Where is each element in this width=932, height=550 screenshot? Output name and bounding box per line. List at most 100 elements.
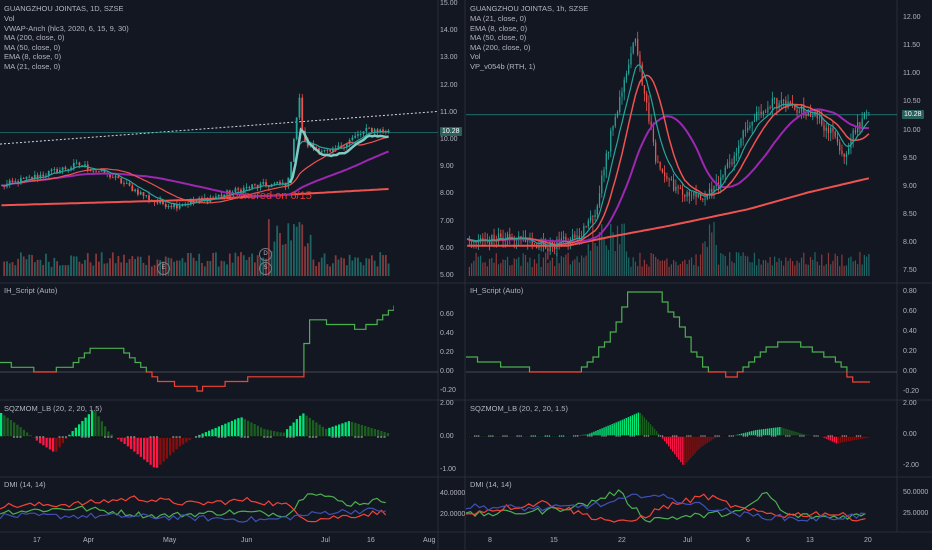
right-sqz-bar <box>712 436 714 440</box>
left-volume-bar <box>368 258 370 276</box>
right-volume-bar <box>479 255 482 276</box>
right-sqz-dot <box>478 435 480 437</box>
right-volume-bar <box>839 266 841 276</box>
right-sqz-dot <box>718 435 720 437</box>
left-candle <box>215 196 217 198</box>
left-volume-bar <box>251 253 253 276</box>
left-sqz-dot <box>182 436 184 438</box>
right-volume-bar <box>549 260 551 276</box>
right-volume-bar <box>708 224 711 276</box>
left-volume-bar <box>33 262 36 276</box>
right-candle <box>587 220 589 227</box>
right-sqz-dot <box>512 435 514 437</box>
right-sqz-dot <box>835 435 837 437</box>
left-volume-bar <box>362 265 365 276</box>
left-volume-bar <box>220 260 223 276</box>
right-dmi-tick: 25.0000 <box>903 510 929 517</box>
left-sqz-bar <box>331 426 334 437</box>
right-volume-bar <box>850 256 852 276</box>
left-candle <box>31 176 33 179</box>
left-chart-title: GUANGZHOU JOINTAS, 1D, SZSE <box>4 4 124 13</box>
right-sqz-dot <box>762 435 765 437</box>
left-sqz-dot <box>22 436 25 438</box>
right-sqz-bar <box>803 434 805 436</box>
left-volume-bar <box>22 256 25 276</box>
right-indicator-legend: MA (21, close, 0) <box>470 14 527 23</box>
left-sqz-dot <box>110 436 113 438</box>
left-volume-bar <box>223 261 226 276</box>
right-sqz-dot <box>472 435 474 437</box>
right-sqz-bar <box>680 436 682 463</box>
right-volume-bar <box>502 259 504 276</box>
right-sqz-dot <box>859 435 862 437</box>
left-price-tick: 10.00 <box>440 136 458 143</box>
left-candle <box>223 194 226 197</box>
right-sqz-dot <box>823 435 825 437</box>
right-candle <box>720 177 722 188</box>
right-candle <box>648 102 650 122</box>
left-candle <box>33 174 36 179</box>
right-sqz-bar <box>710 436 712 441</box>
right-candle <box>704 198 706 200</box>
left-ih-label: IH_Script (Auto) <box>4 286 58 295</box>
right-volume-bar <box>773 256 776 276</box>
right-volume-bar <box>628 257 630 276</box>
left-volume-bar <box>50 266 53 276</box>
left-volume-bar <box>281 244 284 276</box>
left-candle <box>59 170 61 174</box>
left-volume-bar <box>320 257 323 276</box>
left-sqz-label: SQZMOM_LB (20, 2, 20, 1.5) <box>4 404 102 413</box>
right-volume-bar <box>675 261 677 276</box>
left-sqz-dot <box>360 436 363 438</box>
left-indicator-legend: Vol <box>4 14 15 23</box>
right-volume-bar <box>664 260 666 276</box>
right-sqz-dot <box>724 435 726 437</box>
right-volume-bar <box>556 253 558 276</box>
right-sqz-bar <box>795 431 797 436</box>
left-sqz-bar <box>250 422 253 437</box>
left-sqz-bar <box>0 413 3 437</box>
left-candle <box>100 169 103 172</box>
left-volume-bar <box>17 258 19 276</box>
right-sqz-tick: -2.00 <box>903 462 919 469</box>
left-volume-bar <box>184 262 187 276</box>
right-sqz-dot <box>651 435 654 437</box>
right-volume-bar <box>803 252 805 276</box>
right-sqz-bar <box>799 433 801 436</box>
left-sqz-bar <box>146 437 149 463</box>
right-sqz-bar <box>672 436 674 452</box>
right-candle <box>632 42 634 54</box>
left-candle <box>47 170 50 176</box>
right-sqz-dot <box>490 435 492 437</box>
left-ih-tick: 0.00 <box>440 368 454 375</box>
left-sqz-bar <box>97 416 100 437</box>
left-sqz-dot <box>253 436 256 438</box>
right-sqz-dot <box>540 435 542 437</box>
left-sqz-dot <box>78 436 80 438</box>
right-sqz-dot <box>690 435 692 437</box>
right-sqz-dot <box>785 435 787 437</box>
left-sqz-bar <box>266 429 269 437</box>
left-sqz-bar <box>188 437 191 441</box>
right-sqz-bar <box>771 428 773 436</box>
left-candle <box>357 134 359 136</box>
left-candle <box>279 181 281 184</box>
right-volume-bar <box>536 263 538 276</box>
left-candle <box>251 184 253 188</box>
left-time-tick: Jul <box>321 537 330 544</box>
left-candle <box>148 195 150 200</box>
left-candle <box>195 200 198 202</box>
right-candle <box>583 225 585 238</box>
left-candle <box>382 129 384 132</box>
left-sqz-dot <box>318 436 321 438</box>
left-ih-tick: 0.20 <box>440 349 454 356</box>
right-ema8 <box>466 64 870 247</box>
right-sqz-dot <box>805 435 807 437</box>
right-volume-bar <box>771 265 773 276</box>
left-candle <box>162 200 164 204</box>
right-candle <box>751 121 753 126</box>
right-ih-tick: 0.20 <box>903 348 917 355</box>
right-candle <box>554 246 556 250</box>
left-volume-bar <box>357 257 359 276</box>
left-volume-bar <box>340 257 343 276</box>
